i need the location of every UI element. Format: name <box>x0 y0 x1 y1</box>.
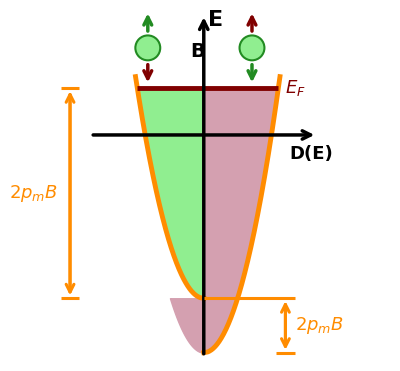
Circle shape <box>240 36 264 60</box>
Text: E: E <box>208 10 224 30</box>
Text: $2p_mB$: $2p_mB$ <box>10 183 58 204</box>
Text: $2p_mB$: $2p_mB$ <box>295 315 344 336</box>
Text: D(E): D(E) <box>289 145 333 163</box>
Text: $E_F$: $E_F$ <box>284 78 305 98</box>
Text: B: B <box>190 42 204 61</box>
Circle shape <box>135 36 160 60</box>
